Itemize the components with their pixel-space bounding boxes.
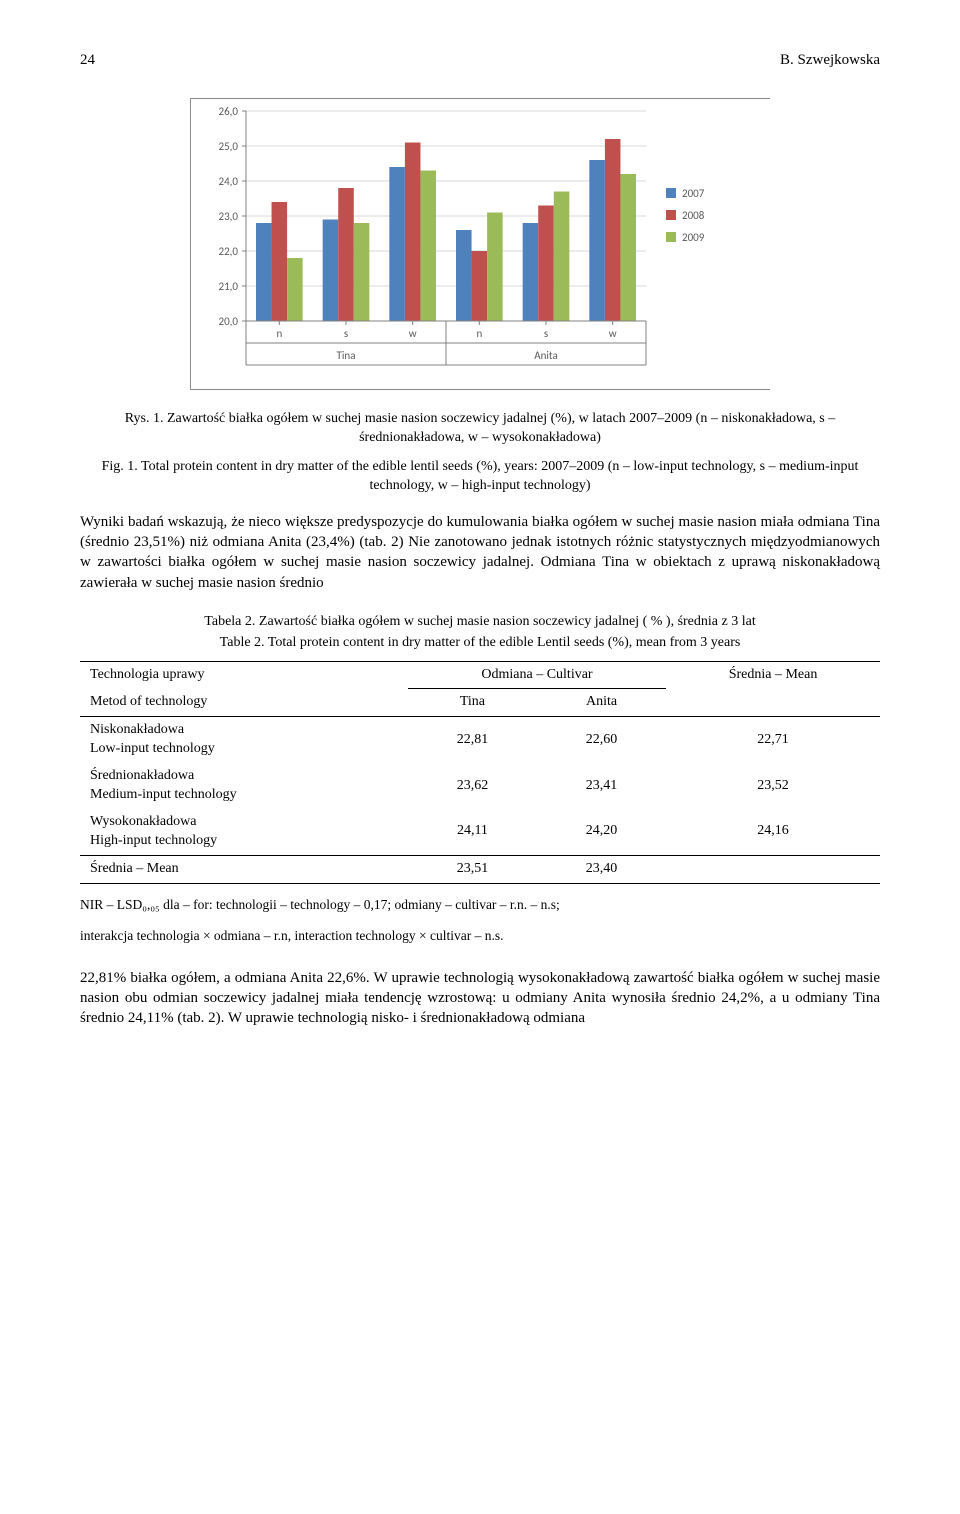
cell-tina: 24,11 bbox=[408, 809, 537, 855]
svg-text:2009: 2009 bbox=[682, 231, 705, 244]
th-cultivar: Odmiana – Cultivar bbox=[408, 661, 666, 689]
th-tech-top: Technologia uprawy bbox=[80, 661, 408, 689]
cell-anita: 23,40 bbox=[537, 855, 666, 883]
table2-footnote-1: NIR – LSD₀,₀₅ dla – for: technologii – t… bbox=[80, 896, 880, 914]
svg-text:w: w bbox=[609, 327, 617, 340]
table2-caption-en: Table 2. Total protein content in dry ma… bbox=[80, 634, 880, 653]
paragraph-1: Wyniki badań wskazują, że nieco większe … bbox=[80, 512, 880, 593]
svg-text:Tina: Tina bbox=[337, 349, 356, 362]
svg-text:n: n bbox=[476, 327, 482, 340]
svg-text:20,0: 20,0 bbox=[219, 315, 239, 328]
th-mean: Średnia – Mean bbox=[666, 661, 880, 689]
table-row-label: ŚrednionakładowaMedium-input technology bbox=[80, 763, 408, 809]
cell-mean bbox=[666, 855, 880, 883]
cell-mean: 23,52 bbox=[666, 763, 880, 809]
cell-anita: 24,20 bbox=[537, 809, 666, 855]
svg-text:25,0: 25,0 bbox=[219, 140, 239, 153]
svg-text:21,0: 21,0 bbox=[219, 280, 239, 293]
svg-text:n: n bbox=[276, 327, 282, 340]
svg-text:23,0: 23,0 bbox=[219, 210, 239, 223]
table2: Technologia uprawy Odmiana – Cultivar Śr… bbox=[80, 661, 880, 884]
table-row-label: WysokonakładowaHigh-input technology bbox=[80, 809, 408, 855]
svg-text:s: s bbox=[344, 327, 348, 340]
figure-caption-en: Fig. 1. Total protein content in dry mat… bbox=[80, 458, 880, 496]
svg-text:24,0: 24,0 bbox=[219, 175, 239, 188]
cell-mean: 24,16 bbox=[666, 809, 880, 855]
svg-text:2007: 2007 bbox=[682, 187, 705, 200]
table2-caption-pl: Tabela 2. Zawartość białka ogółem w such… bbox=[80, 613, 880, 632]
table2-footnote-2: interakcja technologia × odmiana – r.n, … bbox=[80, 927, 880, 945]
table-row-label: NiskonakładowaLow-input technology bbox=[80, 717, 408, 763]
svg-text:w: w bbox=[409, 327, 417, 340]
protein-chart: 20,0 21,0 22,0 23,0 24,0 25,0 26,0 n s w n s w Tina An… bbox=[190, 98, 770, 390]
table-row-label: Średnia – Mean bbox=[80, 855, 408, 883]
cell-tina: 23,62 bbox=[408, 763, 537, 809]
cell-tina: 23,51 bbox=[408, 855, 537, 883]
header-author: B. Szwejkowska bbox=[780, 50, 880, 70]
cell-tina: 22,81 bbox=[408, 717, 537, 763]
th-tech-bot: Metod of technology bbox=[80, 689, 408, 717]
page-number: 24 bbox=[80, 50, 95, 70]
svg-text:26,0: 26,0 bbox=[219, 105, 239, 118]
figure-caption-pl: Rys. 1. Zawartość białka ogółem w suchej… bbox=[80, 410, 880, 448]
svg-text:Anita: Anita bbox=[534, 349, 558, 362]
cell-anita: 22,60 bbox=[537, 717, 666, 763]
cell-mean: 22,71 bbox=[666, 717, 880, 763]
svg-text:22,0: 22,0 bbox=[219, 245, 239, 258]
svg-text:2008: 2008 bbox=[682, 209, 705, 222]
paragraph-2: 22,81% białka ogółem, a odmiana Anita 22… bbox=[80, 968, 880, 1029]
svg-text:s: s bbox=[544, 327, 548, 340]
th-tina: Tina bbox=[408, 689, 537, 717]
cell-anita: 23,41 bbox=[537, 763, 666, 809]
th-anita: Anita bbox=[537, 689, 666, 717]
